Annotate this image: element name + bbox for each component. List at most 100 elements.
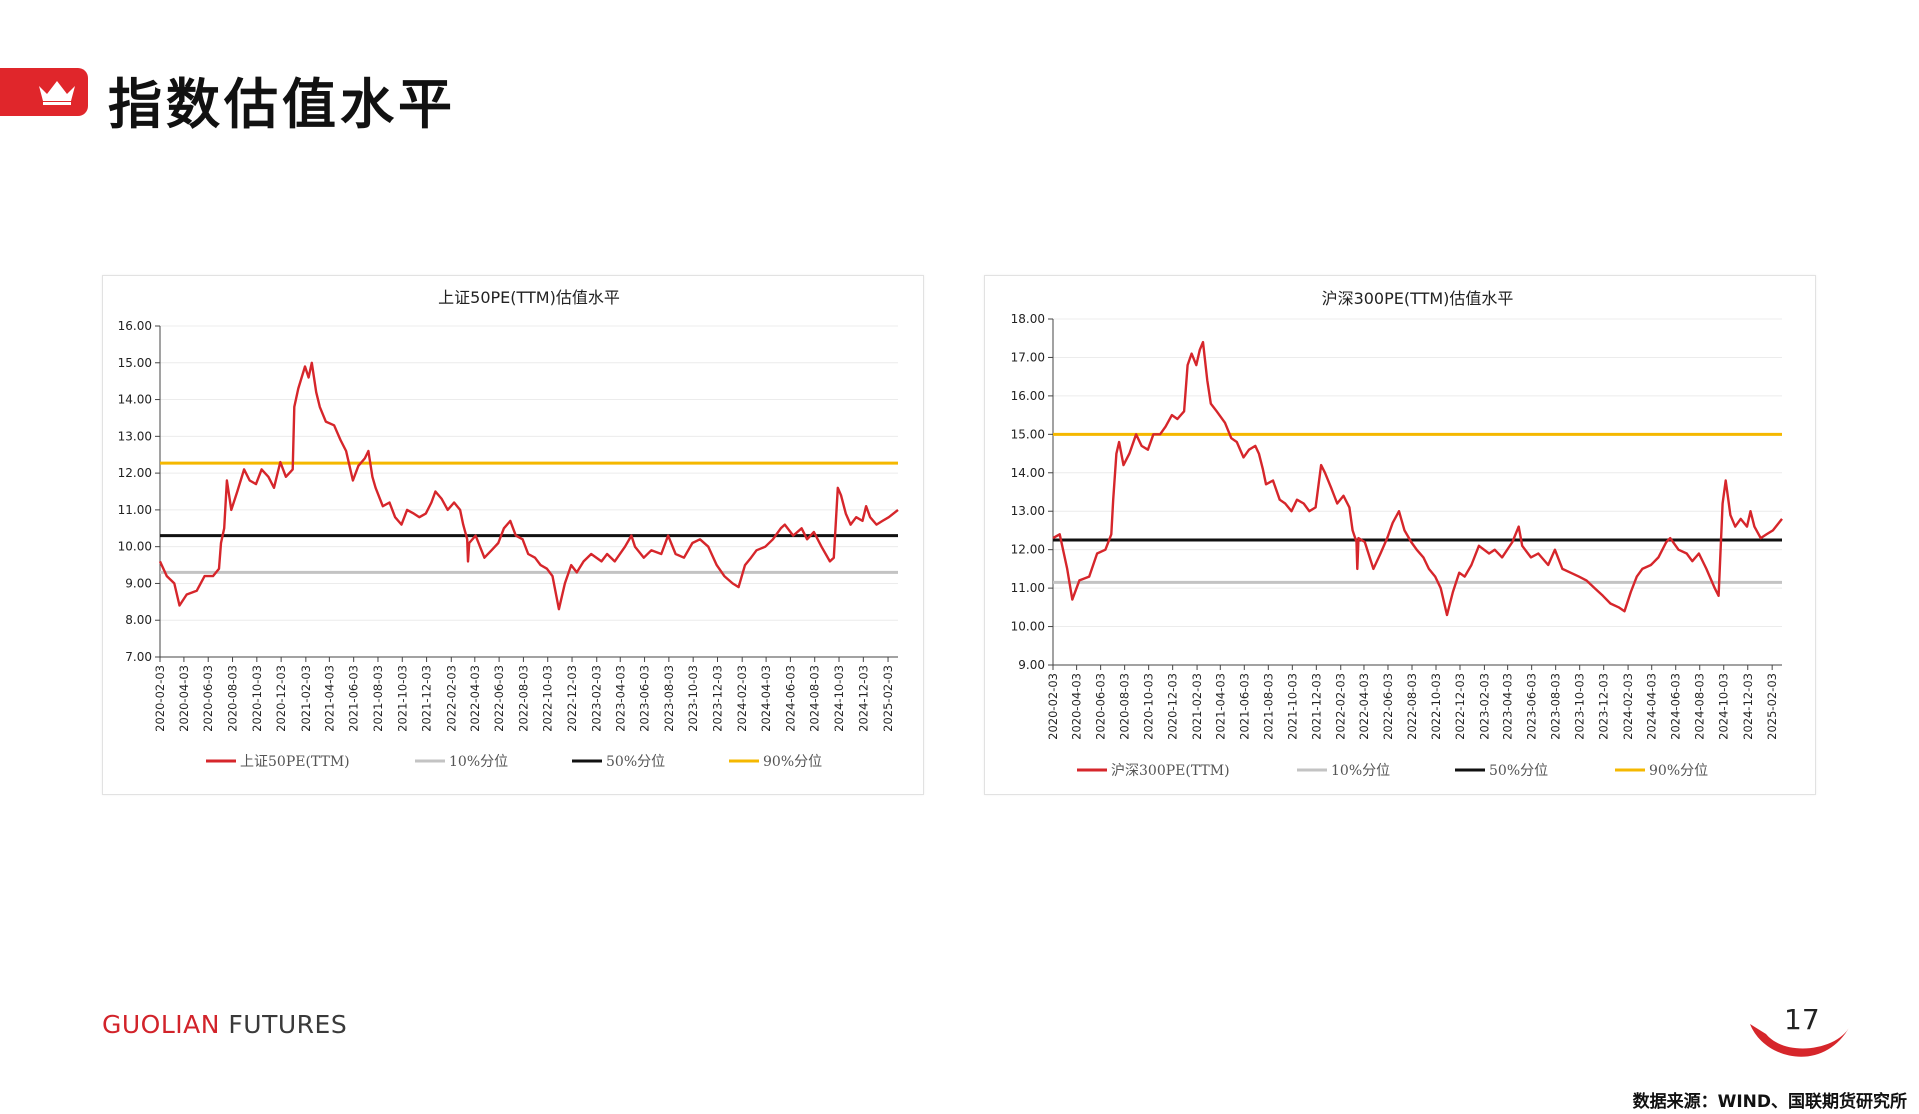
y-tick-label: 9.00 xyxy=(1018,658,1045,672)
x-tick-label: 2024-02-03 xyxy=(1621,673,1635,740)
x-tick-label: 2024-04-03 xyxy=(759,665,773,732)
x-tick-label: 2021-10-03 xyxy=(1285,673,1299,740)
x-tick-label: 2024-08-03 xyxy=(1693,673,1707,740)
x-tick-label: 2022-12-03 xyxy=(565,665,579,732)
x-tick-label: 2022-10-03 xyxy=(541,665,555,732)
x-tick-label: 2023-12-03 xyxy=(1597,673,1611,740)
legend-label: 50%分位 xyxy=(606,754,665,770)
x-tick-label: 2022-08-03 xyxy=(1405,673,1419,740)
x-tick-label: 2023-10-03 xyxy=(1573,673,1587,740)
y-tick-label: 11.00 xyxy=(1011,581,1045,595)
y-tick-label: 16.00 xyxy=(1011,389,1045,403)
x-tick-label: 2023-06-03 xyxy=(1525,673,1539,740)
x-tick-label: 2021-04-03 xyxy=(1213,673,1227,740)
x-tick-label: 2024-12-03 xyxy=(1741,673,1755,740)
y-tick-label: 10.00 xyxy=(118,540,152,554)
chart-title: 上证50PE(TTM)估值水平 xyxy=(438,288,620,307)
y-tick-label: 16.00 xyxy=(118,319,152,333)
legend-label: 10%分位 xyxy=(449,754,508,770)
x-tick-label: 2021-08-03 xyxy=(371,665,385,732)
x-tick-label: 2020-06-03 xyxy=(1094,673,1108,740)
x-tick-label: 2024-06-03 xyxy=(783,665,797,732)
sse50-pe-chart: 上证50PE(TTM)估值水平 7.00 8.00 9.00 10.00 11.00 12.… xyxy=(118,288,899,770)
pe-series-line xyxy=(158,361,899,611)
brand-secondary: FUTURES xyxy=(228,1010,348,1039)
x-tick-label: 2022-04-03 xyxy=(1357,673,1371,740)
x-tick-label: 2022-06-03 xyxy=(1381,673,1395,740)
x-tick-label: 2021-02-03 xyxy=(1190,673,1204,740)
x-tick-label: 2023-04-03 xyxy=(613,665,627,732)
legend-label: 上证50PE(TTM) xyxy=(240,754,350,770)
y-tick-label: 13.00 xyxy=(118,429,152,443)
x-tick-label: 2021-08-03 xyxy=(1261,673,1275,740)
x-tick-label: 2020-10-03 xyxy=(250,665,264,732)
x-tick-label: 2022-06-03 xyxy=(492,665,506,732)
x-tick-label: 2022-10-03 xyxy=(1429,673,1443,740)
x-tick-label: 2025-02-03 xyxy=(1765,673,1779,740)
x-tick-label: 2021-10-03 xyxy=(395,665,409,732)
legend-label: 50%分位 xyxy=(1489,763,1548,779)
x-tick-label: 2021-06-03 xyxy=(1237,673,1251,740)
footer-brand: GUOLIAN FUTURES xyxy=(102,1010,347,1039)
x-tick-label: 2023-08-03 xyxy=(1549,673,1563,740)
y-tick-label: 15.00 xyxy=(118,356,152,370)
x-tick-label: 2022-08-03 xyxy=(516,665,530,732)
x-tick-label: 2021-02-03 xyxy=(299,665,313,732)
y-tick-label: 18.00 xyxy=(1011,312,1045,326)
y-tick-label: 11.00 xyxy=(118,503,152,517)
x-tick-label: 2023-06-03 xyxy=(638,665,652,732)
csi300-pe-chart-card: 沪深300PE(TTM)估值水平 9.00 10.00 11.00 12.00 13.00… xyxy=(984,275,1816,795)
chart-title: 沪深300PE(TTM)估值水平 xyxy=(1322,289,1514,308)
x-tick-label: 2020-02-03 xyxy=(153,665,167,732)
x-tick-label: 2021-06-03 xyxy=(347,665,361,732)
x-tick-label: 2024-08-03 xyxy=(808,665,822,732)
x-tick-label: 2021-12-03 xyxy=(1309,673,1323,740)
y-tick-label: 14.00 xyxy=(1011,466,1045,480)
legend-label: 90%分位 xyxy=(763,754,822,770)
x-tick-label: 2024-12-03 xyxy=(856,665,870,732)
x-tick-label: 2023-12-03 xyxy=(710,665,724,732)
x-tick-label: 2020-10-03 xyxy=(1142,673,1156,740)
csi300-pe-chart: 沪深300PE(TTM)估值水平 9.00 10.00 11.00 12.00 13.00… xyxy=(1011,289,1783,779)
x-tick-label: 2023-02-03 xyxy=(1477,673,1491,740)
x-tick-label: 2020-04-03 xyxy=(1070,673,1084,740)
brand-primary: GUOLIAN xyxy=(102,1010,220,1039)
pe-series-line xyxy=(1052,340,1783,617)
x-tick-label: 2020-06-03 xyxy=(201,665,215,732)
x-tick-label: 2020-12-03 xyxy=(1166,673,1180,740)
legend-label: 10%分位 xyxy=(1331,763,1390,779)
y-tick-label: 7.00 xyxy=(125,650,152,664)
x-tick-label: 2023-04-03 xyxy=(1501,673,1515,740)
data-source-note: 数据来源：WIND、国联期货研究所 xyxy=(1632,1092,1907,1112)
x-tick-label: 2024-06-03 xyxy=(1669,673,1683,740)
x-tick-label: 2022-02-03 xyxy=(444,665,458,732)
y-tick-label: 17.00 xyxy=(1011,350,1045,364)
x-tick-label: 2024-10-03 xyxy=(832,665,846,732)
x-tick-label: 2020-04-03 xyxy=(177,665,191,732)
x-tick-label: 2020-08-03 xyxy=(226,665,240,732)
x-tick-label: 2022-12-03 xyxy=(1453,673,1467,740)
y-tick-label: 12.00 xyxy=(1011,543,1045,557)
y-tick-label: 9.00 xyxy=(125,576,152,590)
page-title: 指数估值水平 xyxy=(108,73,456,136)
crown-icon xyxy=(39,81,75,105)
sse50-pe-chart-card: 上证50PE(TTM)估值水平 7.00 8.00 9.00 10.00 11.00 12.… xyxy=(102,275,924,795)
y-tick-label: 12.00 xyxy=(118,466,152,480)
y-tick-label: 14.00 xyxy=(118,393,152,407)
y-tick-label: 15.00 xyxy=(1011,427,1045,441)
legend-label: 90%分位 xyxy=(1649,763,1708,779)
page-number: 17 xyxy=(1784,1003,1820,1036)
x-tick-label: 2024-04-03 xyxy=(1645,673,1659,740)
x-tick-label: 2021-12-03 xyxy=(420,665,434,732)
y-tick-label: 13.00 xyxy=(1011,504,1045,518)
page-number-swoosh-icon xyxy=(1750,1024,1850,1057)
y-tick-label: 8.00 xyxy=(125,613,152,627)
x-tick-label: 2023-08-03 xyxy=(662,665,676,732)
x-tick-label: 2022-04-03 xyxy=(468,665,482,732)
x-tick-label: 2024-02-03 xyxy=(735,665,749,732)
legend-label: 沪深300PE(TTM) xyxy=(1111,763,1230,779)
x-tick-label: 2024-10-03 xyxy=(1717,673,1731,740)
x-tick-label: 2022-02-03 xyxy=(1334,673,1348,740)
x-tick-label: 2020-12-03 xyxy=(274,665,288,732)
x-tick-label: 2020-02-03 xyxy=(1046,673,1060,740)
